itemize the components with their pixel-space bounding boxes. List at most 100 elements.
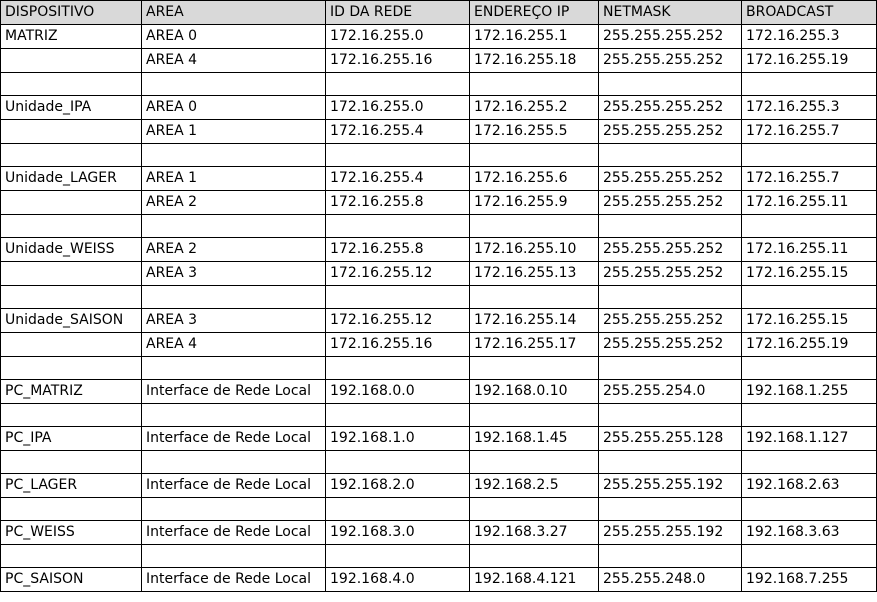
cell-netmask[interactable]: [598, 544, 742, 568]
cell-area[interactable]: [141, 356, 326, 380]
cell-area[interactable]: [141, 143, 326, 167]
cell-dispositivo[interactable]: [0, 261, 142, 286]
cell-netmask[interactable]: 255.255.255.252: [598, 119, 742, 144]
cell-id-da-rede[interactable]: [325, 285, 470, 309]
cell-area[interactable]: AREA 3: [141, 308, 326, 333]
cell-endereco-ip[interactable]: 172.16.255.6: [469, 166, 599, 191]
cell-broadcast[interactable]: [741, 403, 877, 427]
cell-area[interactable]: AREA 4: [141, 48, 326, 73]
cell-netmask[interactable]: 255.255.254.0: [598, 379, 742, 404]
cell-dispositivo[interactable]: [0, 356, 142, 380]
cell-id-da-rede[interactable]: [325, 497, 470, 521]
cell-broadcast[interactable]: [741, 285, 877, 309]
cell-endereco-ip[interactable]: [469, 285, 599, 309]
cell-id-da-rede[interactable]: 192.168.0.0: [325, 379, 470, 404]
cell-endereco-ip[interactable]: [469, 497, 599, 521]
cell-area[interactable]: AREA 1: [141, 119, 326, 144]
cell-dispositivo[interactable]: [0, 72, 142, 96]
cell-endereco-ip[interactable]: 172.16.255.1: [469, 24, 599, 49]
cell-area[interactable]: AREA 1: [141, 166, 326, 191]
cell-broadcast[interactable]: [741, 214, 877, 238]
cell-broadcast[interactable]: 192.168.7.255: [741, 567, 877, 592]
cell-endereco-ip[interactable]: [469, 544, 599, 568]
cell-id-da-rede[interactable]: 172.16.255.0: [325, 24, 470, 49]
column-header-id-da-rede[interactable]: ID DA REDE: [325, 0, 470, 25]
cell-broadcast[interactable]: [741, 72, 877, 96]
cell-area[interactable]: Interface de Rede Local: [141, 426, 326, 451]
cell-broadcast[interactable]: 172.16.255.3: [741, 95, 877, 120]
cell-netmask[interactable]: 255.255.248.0: [598, 567, 742, 592]
cell-dispositivo[interactable]: [0, 497, 142, 521]
cell-dispositivo[interactable]: [0, 214, 142, 238]
cell-dispositivo[interactable]: Unidade_SAISON: [0, 308, 142, 333]
column-header-area[interactable]: AREA: [141, 0, 326, 25]
cell-area[interactable]: Interface de Rede Local: [141, 473, 326, 498]
cell-endereco-ip[interactable]: 192.168.4.121: [469, 567, 599, 592]
cell-dispositivo[interactable]: PC_MATRIZ: [0, 379, 142, 404]
cell-netmask[interactable]: 255.255.255.252: [598, 332, 742, 357]
cell-dispositivo[interactable]: Unidade_IPA: [0, 95, 142, 120]
column-header-dispositivo[interactable]: DISPOSITIVO: [0, 0, 142, 25]
cell-dispositivo[interactable]: PC_IPA: [0, 426, 142, 451]
cell-endereco-ip[interactable]: 172.16.255.18: [469, 48, 599, 73]
cell-broadcast[interactable]: 192.168.3.63: [741, 520, 877, 545]
cell-broadcast[interactable]: 172.16.255.11: [741, 190, 877, 215]
cell-id-da-rede[interactable]: 172.16.255.16: [325, 48, 470, 73]
cell-id-da-rede[interactable]: 192.168.4.0: [325, 567, 470, 592]
cell-area[interactable]: AREA 2: [141, 237, 326, 262]
cell-broadcast[interactable]: [741, 450, 877, 474]
cell-id-da-rede[interactable]: 192.168.3.0: [325, 520, 470, 545]
cell-area[interactable]: [141, 450, 326, 474]
cell-broadcast[interactable]: [741, 544, 877, 568]
cell-netmask[interactable]: [598, 72, 742, 96]
cell-id-da-rede[interactable]: [325, 356, 470, 380]
cell-netmask[interactable]: 255.255.255.252: [598, 24, 742, 49]
cell-area[interactable]: AREA 4: [141, 332, 326, 357]
cell-area[interactable]: Interface de Rede Local: [141, 520, 326, 545]
cell-endereco-ip[interactable]: [469, 72, 599, 96]
cell-dispositivo[interactable]: [0, 544, 142, 568]
cell-dispositivo[interactable]: [0, 143, 142, 167]
cell-netmask[interactable]: [598, 214, 742, 238]
cell-id-da-rede[interactable]: [325, 450, 470, 474]
cell-broadcast[interactable]: 172.16.255.15: [741, 308, 877, 333]
cell-endereco-ip[interactable]: 192.168.0.10: [469, 379, 599, 404]
cell-area[interactable]: [141, 285, 326, 309]
cell-area[interactable]: [141, 403, 326, 427]
cell-id-da-rede[interactable]: 172.16.255.0: [325, 95, 470, 120]
cell-id-da-rede[interactable]: 172.16.255.4: [325, 166, 470, 191]
cell-area[interactable]: AREA 3: [141, 261, 326, 286]
cell-area[interactable]: [141, 214, 326, 238]
cell-netmask[interactable]: 255.255.255.252: [598, 190, 742, 215]
cell-id-da-rede[interactable]: 172.16.255.8: [325, 237, 470, 262]
cell-area[interactable]: AREA 0: [141, 24, 326, 49]
cell-area[interactable]: Interface de Rede Local: [141, 379, 326, 404]
cell-netmask[interactable]: [598, 356, 742, 380]
cell-broadcast[interactable]: 172.16.255.3: [741, 24, 877, 49]
cell-id-da-rede[interactable]: [325, 143, 470, 167]
cell-broadcast[interactable]: 192.168.1.127: [741, 426, 877, 451]
cell-broadcast[interactable]: 192.168.2.63: [741, 473, 877, 498]
cell-id-da-rede[interactable]: 172.16.255.12: [325, 261, 470, 286]
cell-endereco-ip[interactable]: 172.16.255.17: [469, 332, 599, 357]
cell-netmask[interactable]: 255.255.255.252: [598, 261, 742, 286]
cell-id-da-rede[interactable]: 192.168.2.0: [325, 473, 470, 498]
cell-netmask[interactable]: [598, 497, 742, 521]
cell-area[interactable]: [141, 497, 326, 521]
cell-id-da-rede[interactable]: 192.168.1.0: [325, 426, 470, 451]
cell-dispositivo[interactable]: [0, 285, 142, 309]
cell-netmask[interactable]: 255.255.255.252: [598, 308, 742, 333]
cell-id-da-rede[interactable]: 172.16.255.12: [325, 308, 470, 333]
cell-broadcast[interactable]: [741, 143, 877, 167]
cell-endereco-ip[interactable]: [469, 403, 599, 427]
cell-netmask[interactable]: 255.255.255.192: [598, 473, 742, 498]
cell-endereco-ip[interactable]: 192.168.3.27: [469, 520, 599, 545]
cell-id-da-rede[interactable]: 172.16.255.16: [325, 332, 470, 357]
cell-netmask[interactable]: [598, 450, 742, 474]
cell-netmask[interactable]: [598, 285, 742, 309]
cell-netmask[interactable]: [598, 403, 742, 427]
cell-broadcast[interactable]: 172.16.255.7: [741, 119, 877, 144]
cell-dispositivo[interactable]: [0, 332, 142, 357]
cell-dispositivo[interactable]: [0, 48, 142, 73]
cell-dispositivo[interactable]: [0, 119, 142, 144]
